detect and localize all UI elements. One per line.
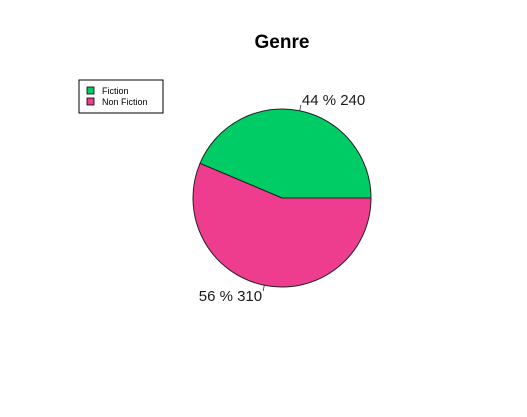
- label-tick: [262, 285, 265, 292]
- slice-labels: 44 % 240 56 % 310: [199, 92, 366, 305]
- label-tick: [299, 104, 302, 111]
- pie-slices: [192, 108, 372, 288]
- slice-label-fiction: 44 % 240: [302, 92, 365, 109]
- legend-box: [78, 79, 164, 114]
- legend-swatch-fiction: [86, 86, 95, 95]
- legend-label-fiction: Fiction: [102, 86, 129, 96]
- pie-slice-fiction: [199, 108, 372, 199]
- pie-slice-non-fiction: [192, 162, 372, 288]
- chart-title: Genre: [255, 32, 310, 53]
- legend-label-non-fiction: Non Fiction: [102, 97, 148, 107]
- slice-label-non-fiction: 56 % 310: [199, 288, 262, 305]
- legend-swatch-non-fiction: [86, 97, 95, 106]
- legend: Fiction Non Fiction: [78, 79, 164, 114]
